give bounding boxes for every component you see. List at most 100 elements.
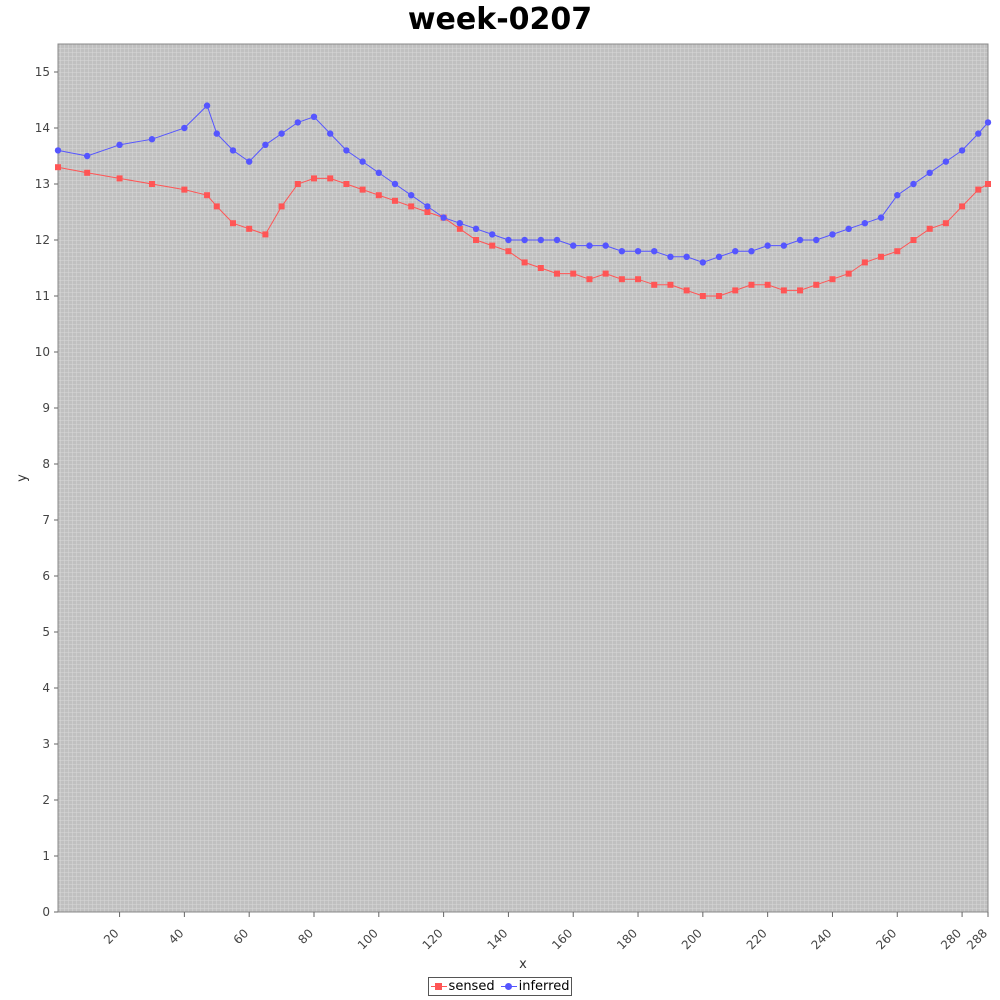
data-point-sensed: [910, 237, 917, 243]
data-point-inferred: [375, 169, 383, 176]
data-point-sensed: [505, 248, 512, 255]
data-point-inferred: [278, 130, 285, 137]
data-point-inferred: [489, 231, 496, 238]
data-point-sensed: [975, 186, 982, 193]
x-tick-label: 20: [101, 926, 122, 947]
data-point-sensed: [327, 175, 334, 182]
data-point-sensed: [845, 270, 852, 277]
data-point-sensed: [204, 192, 211, 199]
data-point-inferred: [748, 248, 755, 255]
data-point-inferred: [294, 119, 301, 126]
data-point-inferred: [505, 236, 512, 244]
x-tick-label: 100: [355, 926, 381, 952]
series-inferred: [54, 102, 992, 266]
data-point-sensed: [148, 181, 155, 187]
x-axis: 20 40 60 80 100 120 140 160 180 200 220 240 260 280 28…: [101, 912, 990, 952]
data-point-sensed: [424, 209, 431, 215]
data-point-inferred: [586, 242, 593, 249]
data-point-inferred: [780, 242, 788, 249]
data-point-sensed: [861, 259, 868, 266]
y-axis-label: y: [15, 474, 30, 482]
data-point-sensed: [959, 203, 966, 210]
data-point-inferred: [699, 259, 707, 266]
data-point-inferred: [813, 236, 820, 244]
data-point-inferred: [424, 203, 431, 210]
data-point-sensed: [732, 287, 739, 294]
series-sensed: [55, 164, 991, 299]
data-point-inferred: [391, 180, 399, 188]
data-point-sensed: [586, 276, 593, 283]
data-point-sensed: [55, 164, 61, 171]
data-point-sensed: [878, 253, 885, 260]
data-point-sensed: [894, 248, 901, 255]
data-point-inferred: [440, 214, 447, 221]
y-tick-label: 10: [35, 345, 50, 359]
x-tick-label: 160: [549, 926, 575, 952]
data-point-sensed: [699, 293, 706, 299]
x-tick-label: 140: [484, 926, 510, 952]
data-point-inferred: [54, 147, 62, 154]
data-point-sensed: [213, 203, 220, 210]
data-point-inferred: [984, 119, 992, 126]
data-point-sensed: [246, 225, 253, 232]
data-point-inferred: [926, 169, 933, 176]
data-point-sensed: [985, 181, 991, 187]
data-point-inferred: [942, 158, 950, 165]
data-point-inferred: [764, 242, 771, 249]
data-point-inferred: [975, 130, 982, 137]
data-point-sensed: [716, 293, 723, 299]
x-tick-label: 220: [744, 926, 770, 952]
data-point-inferred: [570, 242, 577, 249]
data-point-sensed: [310, 175, 317, 182]
x-tick-label: 120: [420, 926, 446, 952]
legend-label-inferred: inferred: [518, 979, 570, 994]
data-point-sensed: [116, 175, 123, 182]
legend-item-sensed: sensed: [430, 979, 495, 994]
plot-area: [57, 43, 989, 913]
data-point-sensed: [602, 270, 609, 277]
y-tick-label: 12: [35, 233, 50, 247]
legend-label-sensed: sensed: [448, 979, 495, 994]
sensed-swatch-icon: [430, 982, 447, 992]
data-point-sensed: [181, 186, 188, 193]
data-point-sensed: [456, 225, 463, 232]
data-point-inferred: [537, 236, 545, 244]
data-point-inferred: [456, 220, 464, 227]
data-point-inferred: [359, 158, 366, 165]
y-tick-label: 7: [42, 513, 50, 527]
data-point-sensed: [359, 186, 366, 193]
data-point-sensed: [942, 220, 949, 227]
data-point-inferred: [651, 248, 658, 255]
data-point-inferred: [634, 248, 642, 255]
data-point-inferred: [229, 147, 237, 154]
data-point-sensed: [683, 287, 690, 294]
data-point-inferred: [732, 248, 739, 255]
data-point-sensed: [392, 197, 399, 204]
data-point-sensed: [764, 281, 771, 288]
x-tick-label: 180: [614, 926, 640, 952]
data-point-sensed: [813, 281, 820, 288]
data-point-inferred: [262, 141, 269, 148]
data-point-inferred: [83, 152, 91, 160]
data-point-inferred: [715, 253, 723, 260]
data-point-inferred: [343, 147, 350, 154]
data-point-sensed: [489, 242, 496, 249]
y-tick-label: 3: [42, 737, 50, 751]
legend-item-inferred: inferred: [500, 979, 570, 994]
x-tick-label: 60: [231, 926, 252, 947]
data-point-sensed: [408, 203, 415, 210]
data-point-inferred: [148, 136, 156, 143]
x-tick-label: 80: [295, 926, 316, 947]
data-point-sensed: [262, 231, 269, 238]
data-point-sensed: [473, 237, 480, 243]
data-point-inferred: [245, 158, 253, 165]
data-point-sensed: [651, 281, 658, 288]
inferred-swatch-icon: [500, 982, 517, 992]
data-point-inferred: [181, 124, 188, 132]
x-tick-label: 40: [166, 926, 187, 947]
data-point-sensed: [521, 259, 528, 266]
data-point-inferred: [877, 214, 885, 221]
y-tick-label: 15: [35, 65, 50, 79]
